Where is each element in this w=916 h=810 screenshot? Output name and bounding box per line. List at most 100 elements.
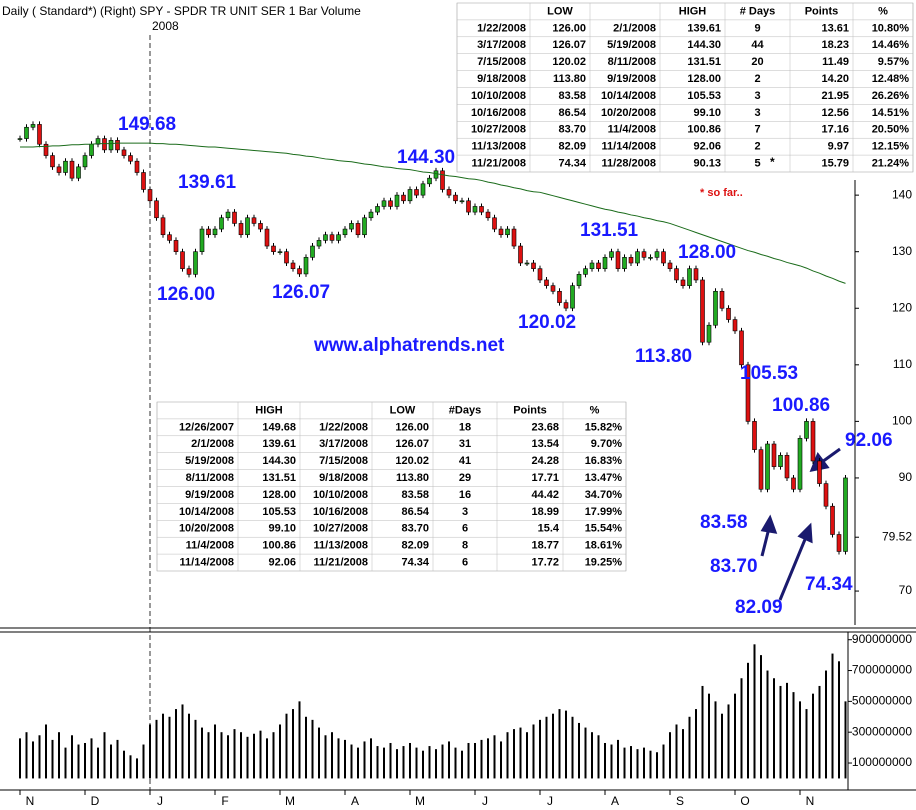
candle bbox=[232, 211, 237, 224]
candle bbox=[479, 206, 484, 213]
volume-bar bbox=[688, 716, 691, 779]
candle bbox=[30, 124, 36, 128]
volume-bar bbox=[487, 738, 489, 779]
candle bbox=[128, 155, 133, 162]
y-tick-label: 140 bbox=[892, 187, 912, 201]
x-tick-label: O bbox=[740, 794, 749, 808]
candle bbox=[557, 290, 562, 303]
candle bbox=[661, 251, 666, 264]
candle bbox=[771, 443, 777, 467]
table-cell: 11/14/2008 bbox=[602, 141, 656, 153]
volume-bar bbox=[45, 724, 47, 779]
volume-bar bbox=[207, 732, 210, 779]
candle bbox=[17, 138, 23, 140]
volume-bar bbox=[493, 735, 496, 779]
volume-bar bbox=[766, 670, 769, 779]
table-cell: 113.80 bbox=[553, 73, 586, 85]
candle bbox=[674, 268, 679, 281]
table-cell: 2/1/2008 bbox=[613, 22, 656, 34]
candle bbox=[316, 240, 322, 247]
volume-bar bbox=[656, 752, 658, 779]
volume-bar bbox=[103, 732, 106, 779]
volume-bar bbox=[506, 732, 509, 779]
candle bbox=[89, 143, 94, 156]
volume-bar bbox=[266, 738, 268, 779]
volume-bar bbox=[610, 744, 613, 779]
candle bbox=[518, 245, 523, 264]
candle bbox=[641, 251, 647, 258]
volume-bar bbox=[467, 742, 470, 779]
table-cell: 74.34 bbox=[558, 157, 586, 169]
volume-bar bbox=[298, 701, 301, 779]
candle bbox=[745, 364, 751, 422]
volume-bar bbox=[721, 713, 723, 779]
table-cell: 31 bbox=[459, 438, 471, 450]
table-cell: 11/21/2008 bbox=[472, 157, 526, 169]
candle bbox=[511, 228, 517, 247]
volume-bar bbox=[805, 709, 808, 779]
table-cell: 105.53 bbox=[687, 90, 721, 102]
candle bbox=[167, 234, 172, 241]
price-annotation: 131.51 bbox=[580, 220, 639, 241]
volume-bar bbox=[461, 750, 463, 779]
volume-bar bbox=[825, 670, 827, 779]
volume-bar bbox=[201, 727, 203, 779]
table-cell: 9/18/2008 bbox=[477, 73, 526, 85]
candle bbox=[56, 166, 62, 173]
volume-bar bbox=[194, 719, 197, 779]
candle bbox=[24, 126, 29, 139]
candle bbox=[362, 217, 367, 236]
candle bbox=[635, 251, 640, 264]
volume-bar bbox=[831, 653, 834, 779]
candle bbox=[817, 460, 822, 484]
table-cell: 149.68 bbox=[262, 421, 296, 433]
table-header: LOW bbox=[547, 5, 573, 17]
volume-bar bbox=[500, 741, 502, 779]
table-cell: 92.06 bbox=[693, 141, 721, 153]
candle bbox=[206, 228, 211, 236]
candle bbox=[453, 194, 458, 202]
candle bbox=[160, 217, 166, 236]
table-cell: 21.95 bbox=[821, 90, 849, 102]
candle bbox=[180, 251, 185, 269]
candle bbox=[459, 200, 465, 203]
volume-bar bbox=[240, 732, 242, 779]
candle bbox=[381, 200, 387, 207]
table-cell: 11/4/2008 bbox=[608, 124, 656, 136]
candle bbox=[277, 251, 283, 253]
candle bbox=[830, 505, 835, 535]
volume-bar bbox=[844, 701, 847, 779]
table-cell: 144.30 bbox=[687, 39, 721, 51]
volume-bar bbox=[246, 736, 249, 779]
table-cell: 8 bbox=[462, 540, 468, 552]
volume-bar bbox=[292, 709, 294, 779]
volume-bar bbox=[539, 719, 541, 779]
table-cell: 100.86 bbox=[687, 124, 721, 136]
candle bbox=[804, 421, 809, 439]
volume-bar bbox=[474, 742, 476, 779]
price-annotation: 128.00 bbox=[678, 242, 736, 263]
volume-bar bbox=[682, 729, 684, 779]
candle bbox=[713, 290, 718, 326]
volume-bar bbox=[552, 713, 554, 779]
table-cell: 13.54 bbox=[531, 438, 559, 450]
candle bbox=[732, 319, 738, 332]
price-annotation: 74.34 bbox=[805, 574, 853, 595]
table-cell: 13.47% bbox=[585, 472, 623, 484]
candle bbox=[654, 251, 660, 258]
volume-bar bbox=[747, 662, 749, 779]
candle bbox=[687, 268, 692, 286]
table-cell: 139.61 bbox=[262, 438, 296, 450]
candle bbox=[173, 240, 179, 252]
volume-bar bbox=[526, 732, 528, 779]
table-cell: 10/20/2008 bbox=[179, 523, 234, 535]
table-header: Points bbox=[513, 404, 547, 416]
table-cell: 3 bbox=[462, 506, 468, 518]
table-cell: 3 bbox=[754, 107, 760, 119]
candle bbox=[843, 477, 848, 552]
table-header: % bbox=[590, 404, 600, 416]
volume-bar bbox=[617, 739, 619, 779]
candle bbox=[115, 140, 120, 151]
candle bbox=[414, 189, 419, 196]
